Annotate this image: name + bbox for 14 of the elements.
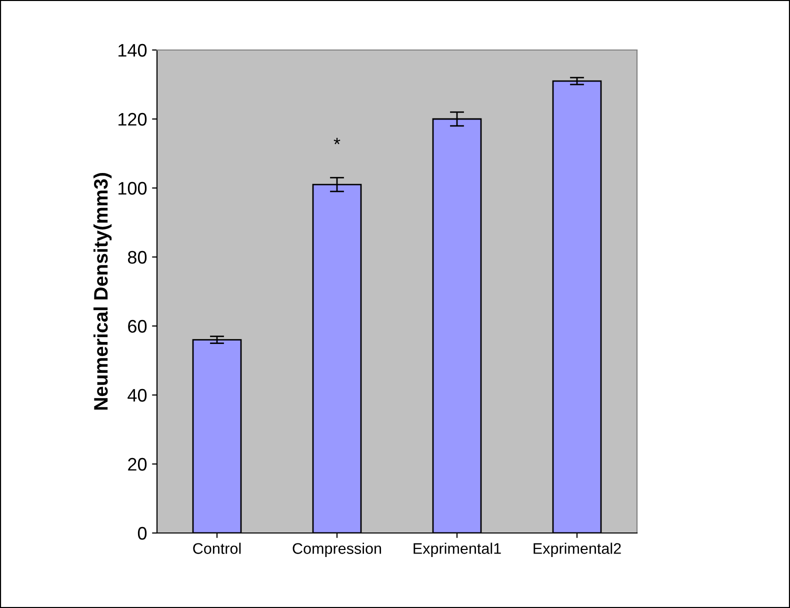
y-tick-label: 80 <box>128 250 147 264</box>
y-tick-label: 40 <box>128 388 147 402</box>
x-tick-label: Control <box>193 542 241 554</box>
y-tick-label: 140 <box>118 44 147 57</box>
y-tick-label: 0 <box>138 526 147 540</box>
y-tick-label: 20 <box>128 458 147 471</box>
y-tick-label: 100 <box>118 182 147 195</box>
x-tick-label: Exprimental1 <box>414 542 501 557</box>
x-tick-label: Exprimental2 <box>534 542 621 557</box>
y-tick-label: 120 <box>118 112 147 126</box>
x-tick-label: Compression <box>292 542 382 557</box>
y-tick-label: 60 <box>128 320 147 333</box>
annotation: * <box>334 138 340 144</box>
y-axis-title: Neumerical Density(mm3) <box>93 173 112 410</box>
